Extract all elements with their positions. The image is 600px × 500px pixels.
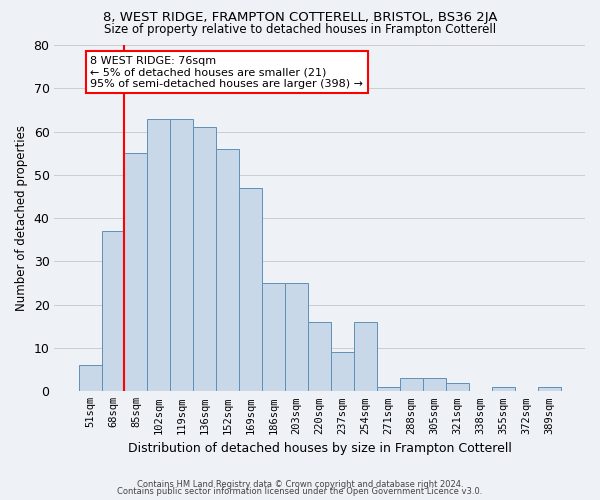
Text: Contains public sector information licensed under the Open Government Licence v3: Contains public sector information licen…: [118, 488, 482, 496]
Bar: [148, 118, 170, 392]
Bar: [217, 149, 239, 392]
Bar: [400, 378, 423, 392]
X-axis label: Distribution of detached houses by size in Frampton Cotterell: Distribution of detached houses by size …: [128, 442, 512, 455]
Bar: [79, 366, 101, 392]
Bar: [492, 387, 515, 392]
Text: Size of property relative to detached houses in Frampton Cotterell: Size of property relative to detached ho…: [104, 22, 496, 36]
Bar: [193, 127, 217, 392]
Bar: [170, 118, 193, 392]
Bar: [446, 382, 469, 392]
Text: 8, WEST RIDGE, FRAMPTON COTTERELL, BRISTOL, BS36 2JA: 8, WEST RIDGE, FRAMPTON COTTERELL, BRIST…: [103, 11, 497, 24]
Text: Contains HM Land Registry data © Crown copyright and database right 2024.: Contains HM Land Registry data © Crown c…: [137, 480, 463, 489]
Y-axis label: Number of detached properties: Number of detached properties: [15, 125, 28, 311]
Bar: [239, 188, 262, 392]
Bar: [538, 387, 561, 392]
Bar: [285, 283, 308, 392]
Bar: [354, 322, 377, 392]
Text: 8 WEST RIDGE: 76sqm
← 5% of detached houses are smaller (21)
95% of semi-detache: 8 WEST RIDGE: 76sqm ← 5% of detached hou…: [91, 56, 364, 89]
Bar: [331, 352, 354, 392]
Bar: [124, 153, 148, 392]
Bar: [423, 378, 446, 392]
Bar: [262, 283, 285, 392]
Bar: [308, 322, 331, 392]
Bar: [101, 231, 124, 392]
Bar: [377, 387, 400, 392]
